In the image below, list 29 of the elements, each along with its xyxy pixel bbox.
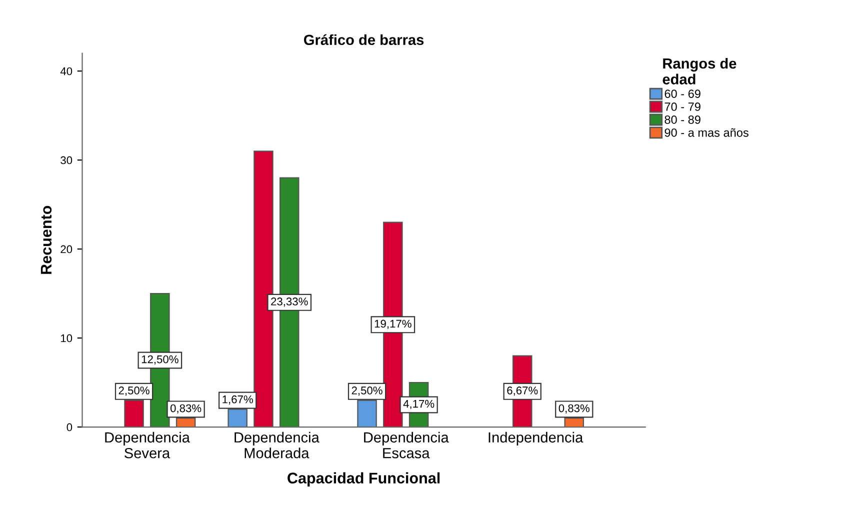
x-axis-title: Capacidad Funcional bbox=[288, 472, 440, 487]
x-tick-label: Dependencia Moderada bbox=[234, 432, 320, 458]
x-tick-label: Dependencia Severa bbox=[105, 432, 190, 458]
legend-label: 60 - 69 bbox=[664, 90, 700, 98]
annotation: 12,50% bbox=[142, 355, 178, 365]
annotation: 19,17% bbox=[374, 320, 412, 329]
legend-label: 90 - a mas años bbox=[664, 128, 748, 137]
annotation: 4,17% bbox=[403, 400, 434, 410]
chart-title: Gráfico de barras bbox=[304, 34, 424, 46]
legend-title: Rangos de edad bbox=[662, 58, 736, 84]
annotation: 0,83% bbox=[558, 404, 590, 414]
y-axis-title: Recuento bbox=[40, 206, 52, 274]
annotation: 0,83% bbox=[170, 404, 202, 414]
x-tick-label: Dependencia Escasa bbox=[364, 432, 449, 458]
y-tick-label: 10 bbox=[61, 334, 72, 342]
bar bbox=[176, 418, 196, 428]
y-tick-label: 40 bbox=[60, 67, 72, 76]
annotation: 6,67% bbox=[507, 386, 538, 396]
annotation: 1,67% bbox=[222, 395, 253, 405]
annotation: 2,50% bbox=[352, 386, 382, 396]
legend-label: 70 - 79 bbox=[664, 102, 700, 111]
y-tick-label: 20 bbox=[60, 245, 72, 254]
annotation: 23,33% bbox=[271, 298, 308, 307]
x-tick-label: Independencia bbox=[488, 432, 584, 446]
legend-label: 80 - 89 bbox=[664, 116, 700, 124]
y-tick-label: 0 bbox=[66, 423, 72, 432]
y-tick-label: 30 bbox=[60, 156, 72, 164]
annotation: 2,50% bbox=[118, 386, 150, 396]
bar bbox=[564, 418, 584, 428]
